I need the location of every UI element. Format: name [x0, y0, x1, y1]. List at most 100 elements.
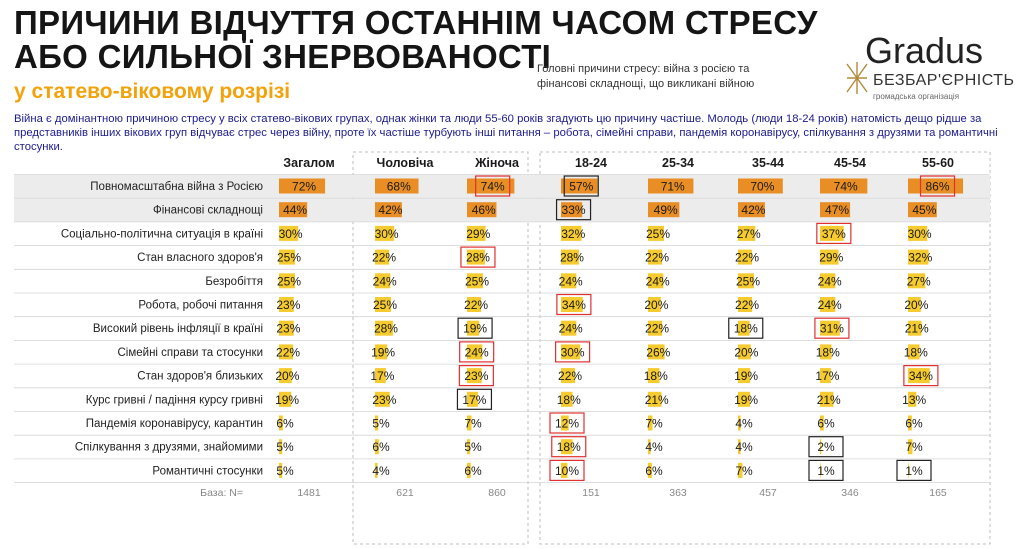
value-label: 19%: [734, 369, 758, 383]
title-line-1: ПРИЧИНИ ВІДЧУТТЯ ОСТАННІМ ЧАСОМ СТРЕСУ: [14, 4, 818, 41]
row-label: Сімейні справи та стосунки: [117, 347, 263, 359]
value-label: 6%: [464, 464, 482, 478]
value-label: 18%: [816, 345, 840, 359]
value-label: 6%: [372, 440, 390, 454]
highlight-box: [457, 317, 493, 339]
column-header: 35-44: [752, 156, 784, 170]
bar: [561, 439, 573, 455]
column-header: 55-60: [922, 156, 954, 170]
base-value: 457: [759, 487, 777, 499]
bar: [561, 178, 598, 194]
value-label: 7%: [735, 464, 753, 478]
bar: [738, 297, 753, 312]
value-label: 5%: [276, 440, 294, 454]
bar: [648, 391, 662, 407]
bar: [738, 368, 751, 384]
value-label: 21%: [645, 393, 669, 407]
row-label: Стан власного здоров'я: [137, 252, 263, 264]
value-label: 24%: [818, 298, 842, 312]
logo-brand: Gradus: [865, 30, 984, 71]
highlight-box: [903, 365, 939, 387]
value-label: 28%: [466, 251, 490, 265]
row-label: Соціально-політична ситуація в країні: [61, 228, 263, 240]
row-label: Курс гривні / падіння курсу гривні: [86, 394, 263, 406]
value-label: 17%: [370, 369, 394, 383]
highlight-box: [456, 388, 493, 410]
value-label: 26%: [646, 345, 670, 359]
value-label: 86%: [926, 180, 950, 194]
value-label: 21%: [817, 393, 841, 407]
bar: [467, 415, 472, 431]
bar: [561, 344, 581, 360]
bar: [820, 297, 836, 312]
value-label: 20%: [644, 298, 668, 312]
bar: [375, 225, 395, 241]
base-value: 860: [488, 487, 506, 499]
bar: [467, 225, 486, 241]
bar: [279, 344, 294, 360]
bar: [738, 249, 753, 265]
value-label: 27%: [737, 227, 761, 241]
value-label: 28%: [374, 322, 398, 336]
bar: [820, 368, 831, 384]
column-header: Чоловіча: [377, 156, 435, 170]
bar: [561, 415, 569, 431]
highlight-box: [475, 175, 511, 197]
value-label: 42%: [741, 203, 765, 217]
row-label: Фінансові складнощі: [153, 205, 263, 217]
bar: [648, 368, 660, 384]
bar: [648, 344, 665, 360]
base-value: 1481: [297, 487, 321, 499]
value-label: 29%: [466, 227, 490, 241]
column-header: Жіноча: [474, 156, 520, 170]
value-label: 22%: [735, 251, 759, 265]
value-label: 24%: [465, 345, 489, 359]
bar: [561, 225, 582, 241]
bar: [375, 415, 379, 431]
bar: [738, 344, 751, 360]
value-label: 25%: [736, 274, 760, 288]
value-label: 30%: [375, 227, 399, 241]
bar: [908, 225, 928, 241]
row-label: Пандемія коронавірусу, карантин: [86, 418, 263, 430]
bar: [908, 249, 929, 265]
highlight-box: [551, 436, 587, 458]
value-label: 22%: [645, 322, 669, 336]
bar: [561, 462, 568, 478]
bar: [820, 320, 840, 336]
value-label: 30%: [561, 345, 585, 359]
bar: [738, 391, 751, 407]
row-label: Високий рівень інфляції в країні: [93, 323, 263, 335]
value-label: 25%: [277, 251, 301, 265]
logo-partner-sub: громадська організація: [873, 92, 960, 101]
bar: [561, 273, 577, 289]
value-label: 6%: [645, 464, 663, 478]
bar: [738, 178, 783, 194]
value-label: 13%: [902, 393, 926, 407]
value-label: 1%: [905, 464, 923, 478]
bar: [375, 249, 390, 265]
bar: [375, 439, 379, 455]
bar: [467, 178, 515, 194]
highlight-box: [555, 199, 592, 221]
bar: [375, 320, 393, 336]
age-group-frame: [539, 151, 991, 545]
bar: [648, 273, 664, 289]
bar: [467, 297, 482, 312]
page-title: ПРИЧИНИ ВІДЧУТТЯ ОСТАННІМ ЧАСОМ СТРЕСУ А…: [14, 6, 818, 74]
value-label: 19%: [371, 345, 395, 359]
value-label: 17%: [815, 369, 839, 383]
highlight-box: [556, 293, 592, 316]
base-value: 363: [669, 487, 687, 499]
value-label: 5%: [464, 440, 482, 454]
value-label: 30%: [279, 227, 303, 241]
value-label: 17%: [462, 393, 486, 407]
row-label: Повномасштабна війна з Росією: [90, 181, 263, 193]
bar: [648, 320, 663, 336]
highlight-box: [563, 175, 599, 197]
bar: [648, 297, 661, 312]
value-label: 24%: [559, 274, 583, 288]
bar: [908, 344, 920, 360]
bar: [561, 368, 576, 384]
bar: [279, 320, 294, 336]
